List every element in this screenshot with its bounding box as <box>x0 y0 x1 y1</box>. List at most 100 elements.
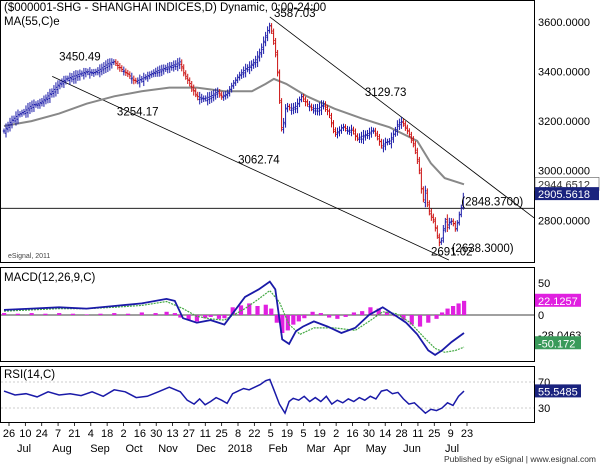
macd-histogram-bar <box>255 306 260 315</box>
x-day-label: 7 <box>55 428 61 440</box>
macd-histogram-bar <box>222 315 227 319</box>
rsi-value-tag-bg <box>535 384 581 398</box>
macd-histogram-bar <box>84 314 89 315</box>
ma-legend: MA(55,C)e <box>4 16 60 28</box>
x-day-label: 23 <box>461 428 473 440</box>
x-day-label: 16 <box>134 428 146 440</box>
x-month-label: 2018 <box>228 443 252 455</box>
macd-histogram-bar <box>343 315 348 317</box>
macd-histogram-bar <box>125 313 131 315</box>
ma-line <box>3 77 465 186</box>
macd-histogram-bar <box>426 315 431 323</box>
x-day-label: 28 <box>395 428 407 440</box>
x-month-label: Sep <box>90 443 110 455</box>
copyright-label: eSignal, 2011 <box>8 253 50 260</box>
price-annotation: (2848.3700) <box>461 196 523 208</box>
macd-histogram-bar <box>439 312 445 315</box>
macd-histogram-bar <box>434 315 439 319</box>
macd-histogram-bar <box>172 313 177 315</box>
macd-histogram-bar <box>462 300 467 315</box>
macd-histogram-bar <box>216 315 222 319</box>
rsi-panel-frame <box>0 366 535 423</box>
macd-y-tick: 50 <box>538 278 550 290</box>
x-day-label: 25 <box>216 428 228 440</box>
macd-histogram-bar <box>43 313 48 315</box>
x-day-label: 2 <box>333 428 339 440</box>
macd-histogram-bar <box>57 313 62 315</box>
published-label: Published by eSignal | www.esignal.com <box>444 454 596 464</box>
macd-signal-line <box>3 289 465 353</box>
macd-histogram-bar <box>335 315 340 319</box>
macd-histogram-bar <box>230 307 235 315</box>
x-day-label: 25 <box>428 428 440 440</box>
price-tag-bg <box>535 187 599 201</box>
x-month-label: Jul <box>17 443 31 455</box>
price-y-tick: 3000.0000 <box>538 166 590 178</box>
macd-title: MACD(12,26,9,C) <box>4 272 96 284</box>
macd-histogram-bar <box>310 311 315 315</box>
macd-histogram-bar <box>178 315 183 318</box>
x-day-label: 9 <box>448 428 454 440</box>
rsi-y-tick: 30 <box>538 403 550 415</box>
macd-histogram-bar <box>194 315 200 322</box>
price-annotation: 3129.73 <box>365 87 407 99</box>
x-day-label: 21 <box>68 428 80 440</box>
macd-histogram-bar <box>368 307 373 315</box>
macd-histogram-bar <box>2 313 7 315</box>
macd-histogram-bar <box>280 315 285 333</box>
x-day-label: 5 <box>268 428 274 440</box>
x-day-label: 4 <box>88 428 94 440</box>
rsi-value-tag: 55.5485 <box>538 386 578 398</box>
x-month-label: Aug <box>52 443 72 455</box>
time-axis: 26 10 24 7 21 4 18 2 16 30 13 27 11 25 8 22 5 19 5 19 2 16 30 1… <box>3 423 473 455</box>
macd-histogram-bar <box>247 303 252 315</box>
x-day-label: 26 <box>3 428 15 440</box>
macd-histogram-bar <box>417 315 423 327</box>
price-y-tick: 3600.0000 <box>538 17 590 29</box>
macd-histogram-bar <box>15 313 20 315</box>
macd-histogram-bar <box>112 313 117 315</box>
x-day-label: 19 <box>281 428 293 440</box>
rsi-title: RSI(14,C) <box>4 369 55 381</box>
macd-histogram-bar <box>445 308 450 315</box>
x-day-label: 30 <box>150 428 162 440</box>
macd-histogram-bar <box>186 315 191 321</box>
x-day-label: 16 <box>346 428 358 440</box>
channel-lower-line <box>52 76 450 261</box>
macd-value-tag-bg <box>535 293 581 307</box>
x-day-label: 19 <box>314 428 326 440</box>
macd-value-tag-bg <box>535 336 581 350</box>
macd-histogram-bar <box>139 312 144 315</box>
x-day-label: 2 <box>120 428 126 440</box>
chart-title: ($000001-SHG - SHANGHAI INDICES,D) Dynam… <box>4 2 326 14</box>
macd-y-tick: 0 <box>538 310 544 322</box>
macd-histogram-bar <box>70 313 76 315</box>
x-month-label: Oct <box>125 443 142 455</box>
macd-panel-frame <box>0 267 535 362</box>
price-annotation: (2638.3000) <box>452 243 514 255</box>
price-annotation: 2691.02 <box>431 247 473 259</box>
x-month-label: May <box>366 443 387 455</box>
x-day-label: 10 <box>19 428 31 440</box>
price-panel-frame <box>0 0 535 263</box>
macd-histogram-bar <box>302 315 307 319</box>
macd-histogram-bar <box>450 306 456 315</box>
macd-line <box>3 280 465 356</box>
x-day-label: 18 <box>101 428 113 440</box>
macd-histogram-bar <box>376 308 381 315</box>
macd-histogram-bar <box>384 311 390 315</box>
x-day-label: 5 <box>300 428 306 440</box>
price-annotation: 3254.17 <box>117 107 159 119</box>
price-plot: 3600.0000 3400.0000 3200.0000 3000.0000 2800… <box>1 8 600 261</box>
macd-histogram-bar <box>296 315 301 322</box>
macd-histogram-bar <box>208 315 213 317</box>
x-day-label: 14 <box>379 428 391 440</box>
x-month-label: Feb <box>269 443 288 455</box>
macd-histogram-bar <box>263 304 268 315</box>
macd-histogram-bar <box>98 313 103 315</box>
x-day-label: 11 <box>412 428 423 440</box>
x-month-label: Apr <box>333 443 350 455</box>
x-day-label: 11 <box>200 428 211 440</box>
macd-histogram-bar <box>291 315 296 325</box>
